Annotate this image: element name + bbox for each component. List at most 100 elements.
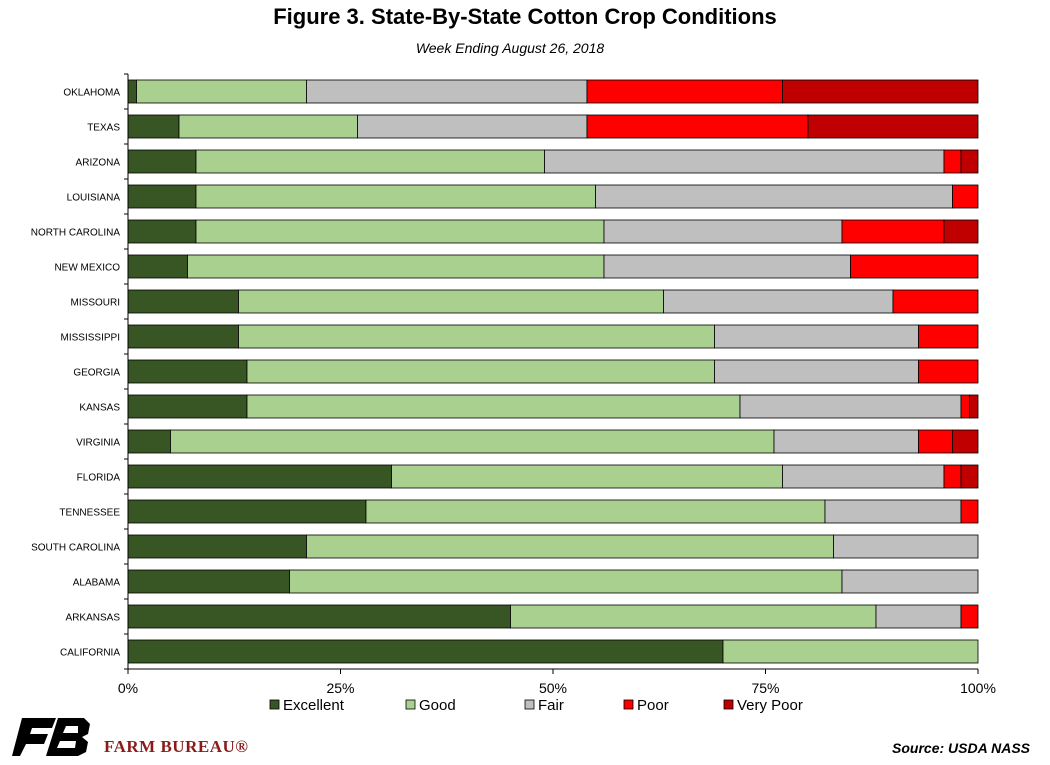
bar-good-virginia <box>170 429 775 454</box>
bar-fair-georgia <box>714 359 919 384</box>
bar-fair-virginia <box>773 429 919 454</box>
category-label: LOUISIANA <box>67 193 121 204</box>
category-label: SOUTH CAROLINA <box>31 543 120 554</box>
bar-excellent-louisiana <box>127 184 197 209</box>
bar-excellent-new-mexico <box>127 254 188 279</box>
bar-poor-tennessee <box>960 499 979 524</box>
bar-very-poor-arizona <box>960 149 979 174</box>
bar-fair-mississippi <box>714 324 919 349</box>
bar-poor-new-mexico <box>850 254 979 279</box>
category-label: TEXAS <box>87 123 120 134</box>
bar-good-south-carolina <box>306 534 834 559</box>
farm-bureau-wordmark: FARM BUREAU® <box>104 737 249 756</box>
bar-excellent-mississippi <box>127 324 239 349</box>
bar-good-florida <box>391 464 783 489</box>
legend-swatch-excellent <box>269 699 280 710</box>
bar-good-kansas <box>246 394 741 419</box>
category-label: GEORGIA <box>73 368 120 379</box>
bar-excellent-tennessee <box>127 499 367 524</box>
bar-very-poor-oklahoma <box>782 79 979 104</box>
bar-fair-arizona <box>544 149 945 174</box>
chart-title: Figure 3. State-By-State Cotton Crop Con… <box>273 4 777 29</box>
category-label: ARIZONA <box>76 158 121 169</box>
category-label: CALIFORNIA <box>60 648 120 659</box>
bar-excellent-arkansas <box>127 604 511 629</box>
bar-good-california <box>722 639 979 664</box>
x-tick-label: 100% <box>960 680 996 696</box>
bar-poor-virginia <box>918 429 953 454</box>
category-label: MISSISSIPPI <box>61 333 120 344</box>
bar-fair-texas <box>357 114 588 139</box>
bar-fair-tennessee <box>824 499 962 524</box>
bar-excellent-georgia <box>127 359 248 384</box>
bar-excellent-arizona <box>127 149 197 174</box>
category-label: ARKANSAS <box>66 613 121 624</box>
legend-label-excellent: Excellent <box>283 697 345 714</box>
bar-good-tennessee <box>365 499 826 524</box>
bar-fair-arkansas <box>875 604 962 629</box>
bar-fair-louisiana <box>595 184 953 209</box>
bar-very-poor-florida <box>960 464 979 489</box>
bar-good-alabama <box>289 569 843 594</box>
category-label: VIRGINIA <box>76 438 120 449</box>
x-tick-label: 25% <box>326 680 354 696</box>
bar-good-arkansas <box>510 604 877 629</box>
chart-subtitle: Week Ending August 26, 2018 <box>415 40 605 56</box>
bar-fair-oklahoma <box>306 79 588 104</box>
bar-very-poor-kansas <box>969 394 979 419</box>
bar-fair-south-carolina <box>833 534 979 559</box>
legend-label-poor: Poor <box>637 697 669 714</box>
bar-excellent-missouri <box>127 289 239 314</box>
bar-fair-missouri <box>663 289 894 314</box>
bar-excellent-florida <box>127 464 392 489</box>
bar-poor-florida <box>943 464 962 489</box>
legend-label-fair: Fair <box>538 697 564 714</box>
bar-poor-oklahoma <box>586 79 783 104</box>
bar-good-missouri <box>238 289 664 314</box>
bar-poor-texas <box>586 114 809 139</box>
category-label: ALABAMA <box>73 578 121 589</box>
bar-poor-north-carolina <box>841 219 945 244</box>
bar-fair-florida <box>782 464 945 489</box>
category-label: FLORIDA <box>77 473 121 484</box>
bar-very-poor-north-carolina <box>943 219 979 244</box>
bar-poor-louisiana <box>952 184 979 209</box>
bar-good-mississippi <box>238 324 715 349</box>
bar-good-arizona <box>195 149 545 174</box>
category-label: MISSOURI <box>71 298 120 309</box>
bar-poor-arizona <box>943 149 962 174</box>
bar-excellent-virginia <box>127 429 171 454</box>
category-label: NORTH CAROLINA <box>31 228 121 239</box>
bar-good-north-carolina <box>195 219 605 244</box>
legend-swatch-good <box>405 699 416 710</box>
bar-poor-arkansas <box>960 604 979 629</box>
x-tick-label: 50% <box>539 680 567 696</box>
farm-bureau-logo <box>12 718 90 756</box>
legend-swatch-very-poor <box>723 699 734 710</box>
bar-good-new-mexico <box>187 254 605 279</box>
bar-excellent-south-carolina <box>127 534 307 559</box>
legend-label-very-poor: Very Poor <box>737 697 803 714</box>
x-tick-label: 75% <box>751 680 779 696</box>
legend-label-good: Good <box>419 697 456 714</box>
bar-poor-kansas <box>960 394 970 419</box>
bar-excellent-california <box>127 639 724 664</box>
x-tick-label: 0% <box>118 680 138 696</box>
bar-poor-georgia <box>918 359 979 384</box>
source-note: Source: USDA NASS <box>892 740 1030 756</box>
category-label: KANSAS <box>79 403 120 414</box>
bar-fair-north-carolina <box>603 219 843 244</box>
stacked-bar-chart: OKLAHOMA TEXAS ARIZONA LOUISIANA NORTH CAROL… <box>31 73 996 714</box>
bar-excellent-alabama <box>127 569 290 594</box>
category-label: TENNESSEE <box>59 508 120 519</box>
bar-excellent-kansas <box>127 394 248 419</box>
bar-excellent-oklahoma <box>127 79 137 104</box>
bar-good-georgia <box>246 359 715 384</box>
legend-swatch-poor <box>623 699 634 710</box>
bar-poor-mississippi <box>918 324 979 349</box>
bar-very-poor-virginia <box>952 429 979 454</box>
category-label: NEW MEXICO <box>54 263 120 274</box>
bar-excellent-north-carolina <box>127 219 197 244</box>
bar-fair-new-mexico <box>603 254 851 279</box>
bar-good-oklahoma <box>136 79 307 104</box>
